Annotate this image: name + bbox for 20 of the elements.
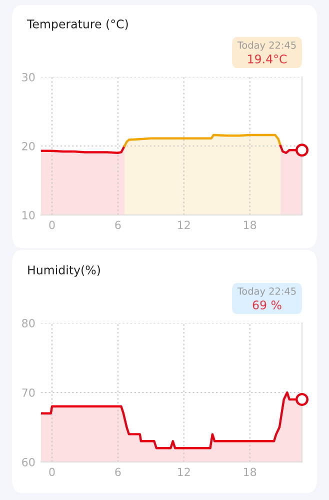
y-tick-label: 70 [22,388,35,397]
text: 69 % [252,300,282,310]
y-tick-label: 10 [22,210,35,220]
x-tick-label: 18 [244,220,256,230]
x-tick-label: 6 [115,468,121,476]
y-tick-label: 60 [22,458,35,466]
chart-title: Humidity(%) [28,265,100,277]
x-tick-label: 0 [49,468,55,476]
text: Today 22:45 [237,41,296,51]
x-tick-label: 12 [178,468,190,476]
x-tick-label: 0 [49,220,55,230]
x-tick-label: 12 [178,220,190,229]
text: Today 22:45 [237,287,296,297]
chart-title: Temperature (°C) [26,19,128,31]
y-tick-label: 30 [22,72,35,82]
x-tick-label: 6 [115,220,121,230]
y-tick-label: 20 [22,142,35,150]
x-tick-label: 18 [244,468,256,476]
y-tick-label: 80 [22,318,35,328]
text: 19.4°C [248,54,287,64]
